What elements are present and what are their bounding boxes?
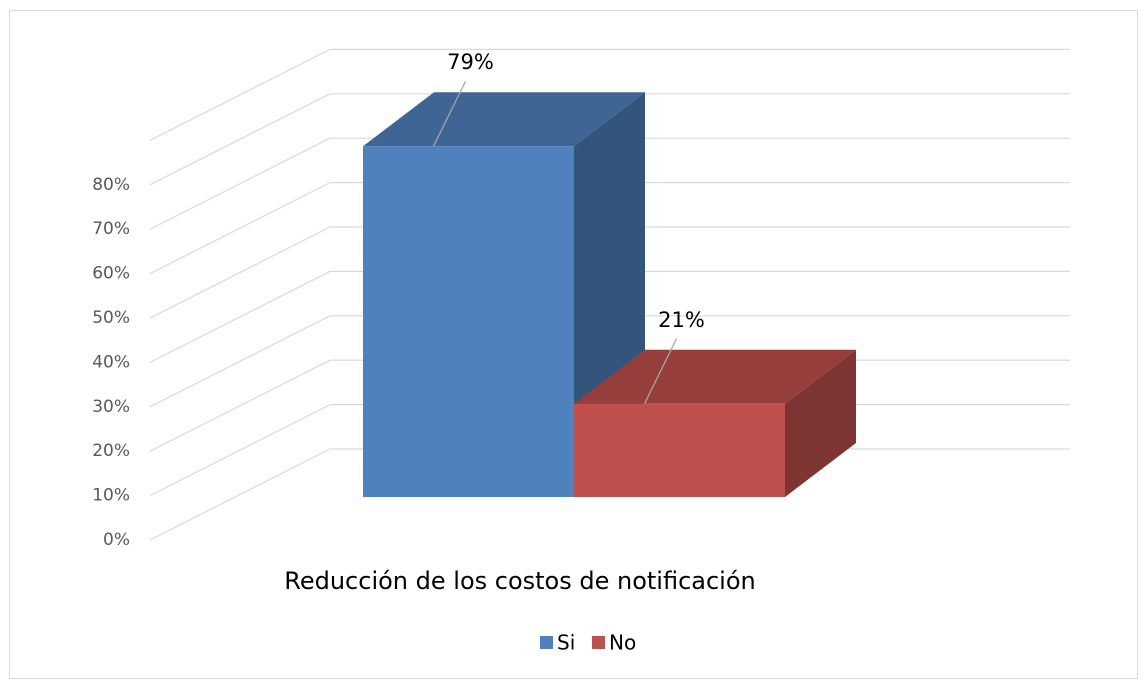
bar-top: [574, 349, 856, 404]
legend-swatch: [592, 636, 605, 649]
y-tick-label: 40%: [92, 352, 130, 372]
grid-line: [149, 404, 331, 497]
leader-line: [643, 338, 678, 405]
grid-line: [149, 359, 331, 452]
leader-line: [432, 80, 467, 147]
y-tick-label: 10%: [92, 486, 130, 506]
bar-side: [785, 349, 856, 497]
bar-top: [363, 92, 645, 147]
y-tick-label: 20%: [92, 441, 130, 461]
grid-line: [149, 48, 331, 141]
grid-line: [149, 226, 331, 319]
data-label: 21%: [658, 308, 705, 332]
x-axis-category: Reducción de los costos de notificación: [284, 567, 756, 595]
bar: [574, 403, 785, 497]
y-tick-label: 80%: [92, 175, 130, 195]
grid-line: [149, 270, 331, 363]
grid-line: [149, 93, 331, 186]
y-tick-label: 60%: [92, 264, 130, 284]
data-label: 79%: [447, 50, 494, 74]
y-tick-label: 70%: [92, 219, 130, 239]
grid-line: [149, 182, 331, 275]
y-tick-label: 30%: [92, 397, 130, 417]
legend-swatch: [540, 636, 553, 649]
bar: [363, 146, 574, 498]
grid-line: [149, 315, 331, 408]
y-tick-label: 0%: [103, 530, 130, 550]
grid-line: [149, 137, 331, 230]
grid-line: [149, 448, 331, 541]
y-tick-label: 50%: [92, 308, 130, 328]
legend-label: Si: [557, 631, 575, 655]
legend-label: No: [609, 631, 636, 655]
